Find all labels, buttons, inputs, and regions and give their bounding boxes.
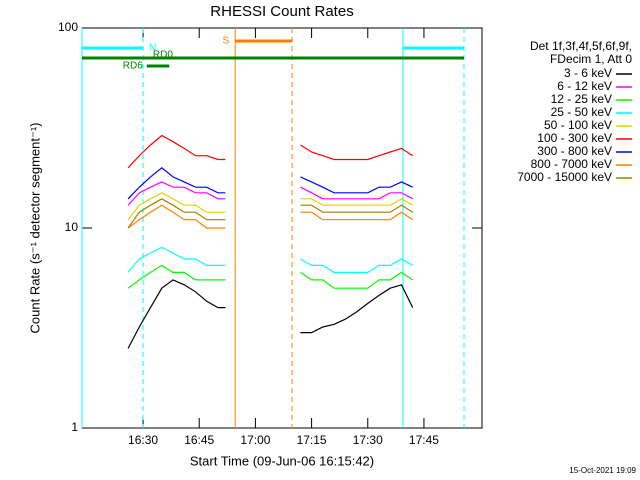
series-line bbox=[127, 192, 413, 221]
legend-label: 25 - 50 keV bbox=[551, 105, 612, 119]
footer-date: 15-Oct-2021 19:09 bbox=[569, 466, 636, 475]
y-tick-label: 10 bbox=[65, 220, 79, 234]
flag-label: S bbox=[223, 36, 230, 47]
x-tick-label: 17:30 bbox=[353, 433, 383, 447]
legend-label: 100 - 300 keV bbox=[537, 131, 612, 145]
x-axis-label: Start Time (09-Jun-06 16:15:42) bbox=[190, 453, 374, 468]
legend-label: 12 - 25 keV bbox=[551, 92, 612, 106]
x-tick-label: 17:00 bbox=[240, 433, 270, 447]
flag-label: RD6 bbox=[123, 61, 143, 72]
legend-header: FDecim 1, Att 0 bbox=[550, 52, 632, 66]
series-line bbox=[127, 134, 414, 169]
series-line bbox=[127, 204, 414, 229]
legend-label: 800 - 7000 keV bbox=[531, 157, 612, 171]
legend-label: 3 - 6 keV bbox=[564, 66, 612, 80]
y-axis-label: Count Rate (s⁻¹ detector segment⁻¹) bbox=[27, 123, 42, 334]
series-line bbox=[127, 198, 414, 229]
legend-header: Det 1f,3f,4f,5f,6f,9f, bbox=[530, 39, 632, 53]
x-tick-label: 16:30 bbox=[128, 433, 158, 447]
series-line bbox=[127, 279, 414, 349]
legend-label: 7000 - 15000 keV bbox=[517, 170, 612, 184]
x-tick-label: 16:45 bbox=[184, 433, 214, 447]
y-tick-label: 1 bbox=[71, 420, 78, 434]
flag-label: RD0 bbox=[153, 50, 173, 61]
series-line bbox=[127, 246, 413, 273]
y-tick-label: 100 bbox=[58, 20, 78, 34]
series-line bbox=[127, 181, 413, 206]
series-line bbox=[127, 264, 414, 289]
legend-label: 50 - 100 keV bbox=[544, 118, 612, 132]
chart-title: RHESSI Count Rates bbox=[210, 3, 353, 20]
legend-label: 300 - 800 keV bbox=[537, 144, 612, 158]
x-tick-label: 17:45 bbox=[409, 433, 439, 447]
flag-label: N bbox=[149, 43, 156, 54]
x-tick-label: 17:15 bbox=[297, 433, 327, 447]
legend-label: 6 - 12 keV bbox=[557, 79, 612, 93]
series-line bbox=[127, 167, 413, 200]
